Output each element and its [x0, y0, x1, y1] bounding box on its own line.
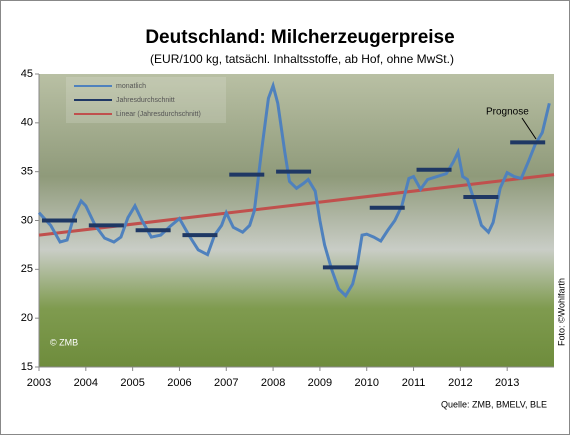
- legend-label: Jahresdurchschnitt: [116, 97, 175, 104]
- y-tick-label: 30: [21, 214, 33, 226]
- chart-subtitle: (EUR/100 kg, tatsächl. Inhaltsstoffe, ab…: [150, 52, 454, 66]
- source: Quelle: ZMB, BMELV, BLE: [441, 399, 547, 409]
- y-tick-label: 15: [21, 361, 33, 373]
- chart-title: Deutschland: Milcherzeugerpreise: [145, 27, 454, 48]
- photo-credit: Foto: ©Wohlfarth: [556, 278, 566, 346]
- x-tick-label: 2003: [27, 377, 51, 389]
- x-tick-label: 2005: [120, 377, 144, 389]
- x-tick-label: 2010: [354, 377, 378, 389]
- y-tick-label: 25: [21, 263, 33, 275]
- x-tick-label: 2011: [402, 377, 426, 389]
- x-tick-label: 2004: [74, 377, 98, 389]
- x-tick-label: 2007: [214, 377, 238, 389]
- forecast-label: Prognose: [486, 107, 529, 118]
- x-tick-label: 2008: [261, 377, 285, 389]
- x-tick-label: 2009: [308, 377, 332, 389]
- y-tick-label: 20: [21, 312, 33, 324]
- x-tick-label: 2013: [495, 377, 519, 389]
- series-line: [37, 80, 551, 299]
- legend-label: monatlich: [116, 83, 146, 90]
- forecast-arrow: [521, 117, 537, 140]
- y-tick-label: 40: [21, 117, 33, 129]
- legend-label: Linear (Jahresdurchschnitt): [116, 111, 201, 118]
- y-tick-label: 45: [21, 68, 33, 80]
- x-tick-label: 2006: [167, 377, 191, 389]
- copyright: © ZMB: [50, 337, 78, 347]
- plot-area: [39, 74, 554, 367]
- x-tick-label: 2012: [448, 377, 472, 389]
- y-tick-label: 35: [21, 166, 33, 178]
